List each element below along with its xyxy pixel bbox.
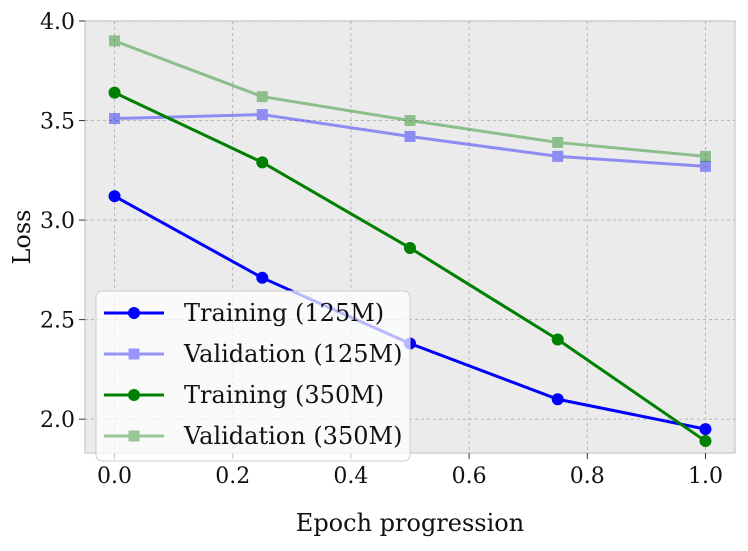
data-point (699, 435, 712, 448)
data-point (551, 393, 564, 406)
legend-marker (128, 348, 140, 360)
data-point (109, 113, 121, 125)
legend-box (95, 290, 411, 462)
data-point (108, 190, 121, 203)
legend-swatch (104, 430, 164, 442)
legend-label: Training (350M) (184, 381, 384, 409)
y-tick-label: 3.0 (40, 209, 75, 234)
data-point (552, 150, 564, 162)
data-point (256, 109, 268, 121)
legend-entry: Validation (125M) (104, 340, 402, 368)
legend-label: Validation (350M) (183, 422, 402, 450)
series-line (114, 39, 706, 158)
y-tick-label: 3.5 (40, 110, 75, 135)
legend-swatch (104, 307, 164, 319)
legend-label: Training (125M) (184, 299, 384, 327)
legend-marker (128, 307, 140, 319)
y-tick-label: 2.5 (40, 309, 75, 334)
x-tick-label: 0.2 (215, 464, 250, 489)
data-point (404, 241, 416, 254)
legend-entry: Training (350M) (104, 381, 384, 409)
data-point (404, 130, 416, 142)
y-tick-label: 2.0 (40, 408, 75, 433)
x-tick-label: 0.8 (570, 464, 605, 489)
legend-marker (128, 430, 140, 442)
data-point (552, 136, 564, 148)
legend-marker (128, 389, 140, 401)
legend-entry: Validation (350M) (104, 422, 402, 450)
series-validation-125m (109, 109, 711, 172)
data-point (404, 115, 416, 127)
x-axis-label: Epoch progression (296, 509, 524, 537)
y-axis-label: Loss (8, 209, 36, 264)
data-point (256, 156, 269, 169)
data-point (699, 150, 711, 162)
axis-ticks: 0.0 0.2 0.4 0.6 0.8 1.0 2.0 2.5 3.0 3.5 4.0 (40, 10, 723, 489)
series-line (114, 113, 706, 168)
legend: Training (125M) Validation (125M) Training… (95, 290, 411, 462)
data-point (551, 333, 564, 346)
data-point (109, 35, 121, 47)
x-tick-label: 0.4 (333, 464, 368, 489)
data-point (256, 271, 269, 284)
series-training-350m (108, 86, 712, 448)
legend-swatch (104, 389, 164, 401)
legend-swatch (104, 348, 164, 360)
x-tick-label: 0.0 (97, 464, 132, 489)
data-point (108, 86, 121, 99)
legend-entry: Training (125M) (104, 299, 384, 327)
data-point (699, 423, 712, 436)
legend-label: Validation (125M) (183, 340, 402, 368)
data-point (699, 160, 711, 172)
series-validation-350m (109, 35, 711, 162)
x-tick-label: 0.6 (452, 464, 487, 489)
x-tick-label: 1.0 (688, 464, 723, 489)
y-tick-label: 4.0 (40, 10, 75, 35)
data-point (256, 91, 268, 103)
